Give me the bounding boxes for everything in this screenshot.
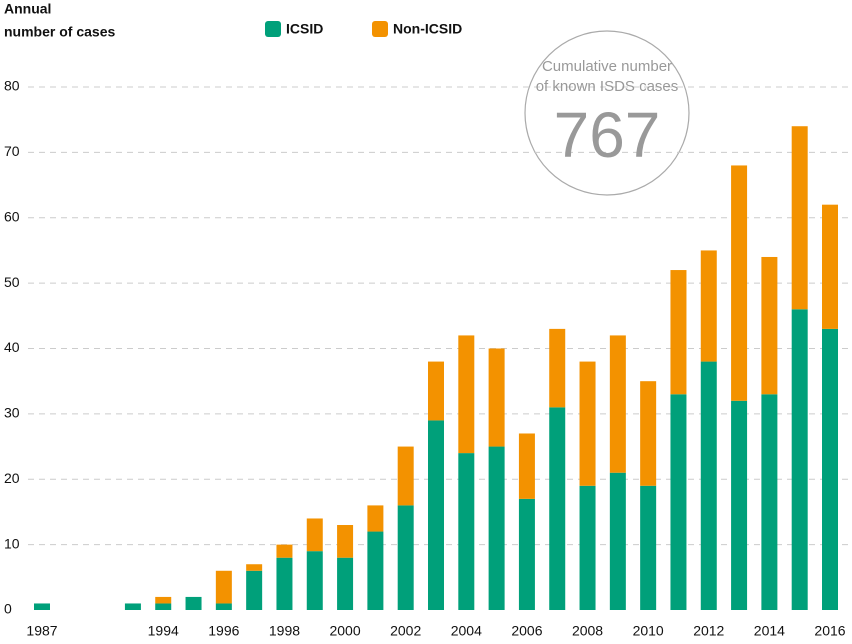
- legend-label: ICSID: [286, 21, 323, 37]
- bar-segment: [337, 525, 354, 558]
- y-axis-label: number of cases: [4, 24, 115, 40]
- bar-segment: [458, 453, 475, 610]
- bar-segment: [397, 446, 414, 506]
- bar-segment: [700, 361, 717, 610]
- y-tick-label: 10: [4, 535, 20, 551]
- bar-segment: [791, 309, 808, 610]
- bar-segment: [428, 420, 444, 610]
- bar-segment: [276, 544, 293, 558]
- bar-segment: [822, 328, 838, 610]
- y-tick-label: 60: [4, 208, 20, 224]
- x-tick-label: 2006: [511, 623, 542, 639]
- annotation-text: of known ISDS cases: [536, 78, 679, 95]
- bar-segment: [367, 531, 384, 610]
- bar-segment: [579, 361, 596, 486]
- bar-segment: [155, 596, 172, 604]
- bar-segment: [306, 518, 323, 552]
- legend-label: Non-ICSID: [393, 21, 462, 37]
- y-tick-label: 40: [4, 339, 20, 355]
- bar-segment: [185, 596, 202, 610]
- bar-segment: [761, 256, 778, 395]
- bar-segment: [670, 270, 687, 395]
- x-tick-label: 2008: [572, 623, 603, 639]
- bar-segment: [549, 328, 566, 408]
- y-tick-label: 30: [4, 405, 20, 421]
- bar-segment: [428, 361, 444, 421]
- y-tick-label: 70: [4, 143, 20, 159]
- bar-segment: [640, 485, 657, 610]
- x-tick-label: 2000: [329, 623, 360, 639]
- bar-segment: [609, 335, 626, 473]
- legend-swatch: [372, 21, 388, 37]
- bar-segment: [640, 381, 657, 486]
- bar-segment: [791, 126, 808, 310]
- bar-segment: [34, 603, 50, 610]
- bar-segment: [579, 485, 596, 610]
- x-tick-label: 1996: [208, 623, 239, 639]
- x-tick-label: 1987: [26, 623, 57, 639]
- bar-segment: [488, 348, 505, 447]
- bar-segment: [488, 446, 505, 610]
- bar-segment: [306, 551, 323, 610]
- x-tick-label: 2002: [390, 623, 421, 639]
- x-tick-label: 1994: [148, 623, 179, 639]
- x-tick-label: 1998: [269, 623, 300, 639]
- bar-segment: [337, 557, 354, 610]
- bar-segment: [761, 394, 778, 610]
- bar-segment: [670, 394, 687, 610]
- bar-segment: [367, 505, 384, 532]
- y-tick-label: 50: [4, 274, 20, 290]
- bar-segment: [822, 204, 838, 329]
- bar-segment: [215, 570, 232, 604]
- bar-segment: [155, 603, 172, 610]
- bar-segment: [518, 433, 535, 499]
- y-axis-label: Annual: [4, 1, 51, 17]
- bar-segment: [458, 335, 475, 454]
- bar-segment: [215, 603, 232, 610]
- bar-segment: [246, 564, 263, 571]
- x-tick-label: 2010: [633, 623, 664, 639]
- y-tick-label: 20: [4, 470, 20, 486]
- legend-swatch: [265, 21, 281, 37]
- bar-segment: [700, 250, 717, 362]
- y-tick-label: 0: [4, 601, 12, 617]
- annotation-value: 767: [554, 99, 661, 171]
- x-tick-label: 2004: [451, 623, 482, 639]
- y-tick-label: 80: [4, 78, 20, 94]
- bar-segment: [276, 557, 293, 610]
- annotation-circle: [524, 30, 690, 196]
- bar-segment: [246, 570, 263, 610]
- x-tick-label: 2014: [754, 623, 785, 639]
- bar-segment: [397, 505, 414, 610]
- bar-segment: [609, 472, 626, 610]
- bar-segment: [549, 407, 566, 610]
- annotation-text: Cumulative number: [542, 58, 672, 75]
- x-tick-label: 2016: [814, 623, 845, 639]
- bar-segment: [731, 165, 748, 401]
- bar-segment: [124, 603, 141, 610]
- bar-segment: [518, 498, 535, 610]
- x-tick-label: 2012: [693, 623, 724, 639]
- bar-segment: [731, 400, 748, 610]
